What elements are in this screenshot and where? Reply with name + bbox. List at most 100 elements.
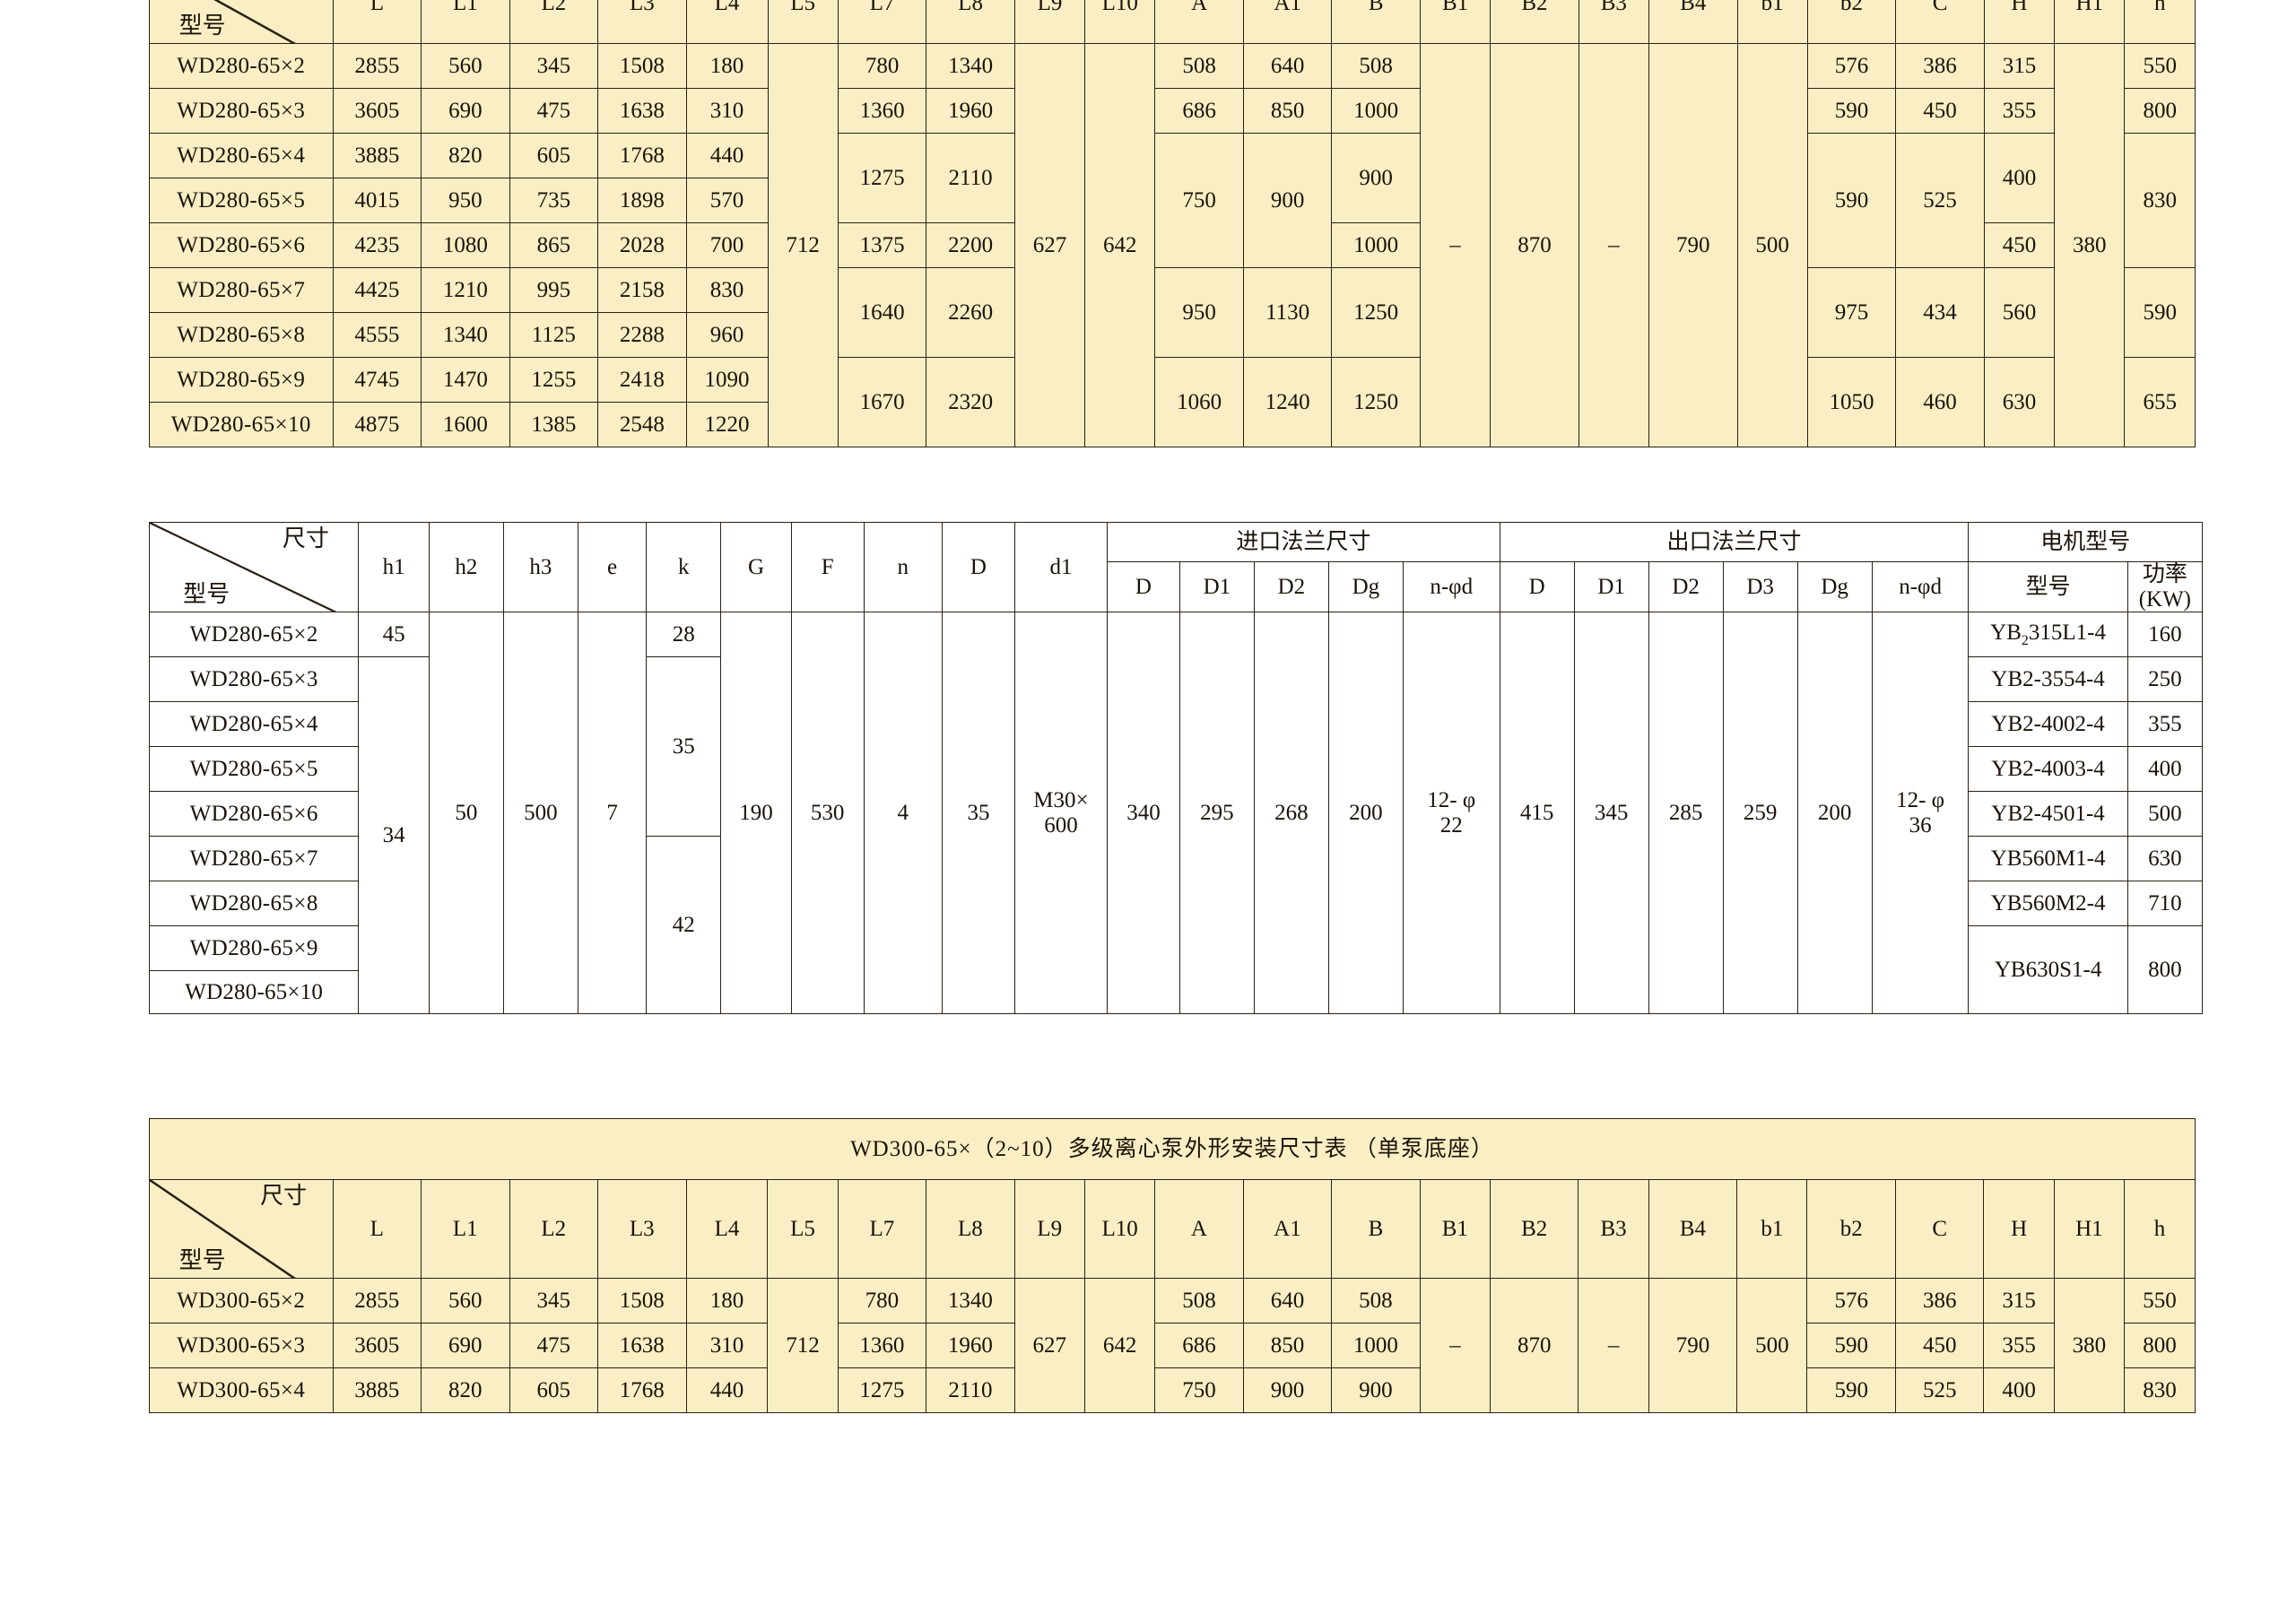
cell-L7: 1360	[837, 1323, 927, 1368]
cell-A1: 850	[1242, 1323, 1333, 1368]
table-row: WD300-65×4 3885 820 605 1768 440 1275 21…	[149, 1367, 2196, 1413]
cell-F: 530	[790, 612, 865, 1014]
table-title: WD300-65×（2~10）多级离心泵外形安装尺寸表 （单泵底座）	[149, 1118, 2196, 1180]
cell-L4: 310	[685, 88, 769, 134]
table-row: WD300-65×2 2855 560 345 1508 180 712 780…	[149, 1278, 2196, 1413]
cell-A: 1060	[1154, 357, 1244, 447]
cell-L1: 820	[421, 133, 510, 178]
col-header-C: C	[1895, 0, 1985, 44]
cell-L2: 345	[509, 1278, 599, 1324]
cell-L2: 1385	[509, 402, 599, 447]
table-row: WD280-65×4 YB2-4002-4 355	[148, 701, 2204, 747]
row-model: WD280-65×5	[149, 178, 334, 223]
cell-L8: 2110	[926, 1367, 1015, 1413]
cell-C: 525	[1895, 133, 1985, 268]
cell-B: 900	[1331, 1367, 1421, 1413]
cell-h: 655	[2124, 357, 2196, 447]
col-header-L7: L7	[837, 1179, 927, 1279]
table-wd300-dimensions: WD300-65×（2~10）多级离心泵外形安装尺寸表 （单泵底座） 尺寸 型号…	[149, 1118, 2196, 1413]
cell-L: 3885	[332, 1367, 422, 1413]
cell-b2: 590	[1806, 88, 1897, 134]
cell-d1: M30× 600	[1013, 612, 1109, 1014]
cell-motor-model: YB2-3554-4	[1968, 656, 2128, 702]
col-header-L9: L9	[1013, 1179, 1085, 1279]
cell-L4: 570	[685, 178, 769, 223]
col-header-motor-type: 型号	[1968, 561, 2128, 612]
col-header-F: F	[790, 522, 865, 612]
cell-H1-merged: 380	[2054, 43, 2126, 447]
cell-C: 525	[1894, 1367, 1985, 1413]
cell-L3: 1638	[597, 88, 687, 134]
cell-motor-model: YB2-4002-4	[1968, 701, 2128, 747]
cell-B2-merged: 870	[1490, 43, 1579, 447]
cell-L9-merged: 627	[1013, 43, 1086, 447]
cell-L2: 865	[509, 222, 599, 268]
cell-B4-merged: 790	[1648, 43, 1738, 447]
col-header-B2: B2	[1490, 0, 1579, 44]
cell-C: 386	[1895, 43, 1985, 89]
col-header-L10: L10	[1084, 0, 1156, 44]
cell-b1-merged: 500	[1736, 1278, 1808, 1413]
col-header-h3: h3	[502, 522, 578, 612]
cell-H: 560	[1983, 267, 2056, 358]
cell-L3: 1768	[597, 133, 687, 178]
cell-L: 4745	[332, 357, 422, 403]
col-header-outlet-D1: D1	[1573, 561, 1649, 612]
cell-L8: 1340	[926, 1278, 1015, 1324]
group-header-inlet-flange: 进口法兰尺寸	[1107, 522, 1500, 562]
cell-motor-model: YB2315L1-4	[1968, 612, 2128, 657]
cell-H1-merged: 380	[2053, 1278, 2126, 1413]
cell-motor-power: 250	[2126, 656, 2204, 702]
cell-B: 1000	[1331, 1323, 1421, 1368]
col-header-L5: L5	[767, 1179, 839, 1279]
row-model: WD300-65×2	[149, 1278, 334, 1324]
cell-A: 950	[1154, 267, 1244, 358]
cell-L2: 345	[509, 43, 599, 89]
cell-outlet-nd-line2: 36	[1909, 812, 1932, 838]
cell-B: 1250	[1331, 357, 1421, 447]
cell-inlet-D1: 295	[1178, 612, 1255, 1014]
cell-L1: 690	[421, 1323, 510, 1368]
col-header-L1: L1	[421, 0, 510, 44]
row-model: WD280-65×10	[148, 970, 360, 1014]
cell-L2: 475	[509, 1323, 599, 1368]
cell-L: 4015	[332, 178, 422, 223]
cell-L2: 605	[509, 1367, 599, 1413]
cell-k-mid: 35	[646, 656, 722, 837]
col-header-inlet-D: D	[1107, 561, 1180, 612]
cell-b2: 576	[1806, 1278, 1896, 1324]
cell-H: 355	[1983, 1323, 2055, 1368]
cell-A1: 640	[1242, 1278, 1333, 1324]
cell-L8: 2200	[926, 222, 1015, 268]
cell-motor-power: 630	[2126, 836, 2204, 881]
cell-L7: 780	[837, 43, 927, 89]
row-model: WD280-65×5	[148, 746, 360, 792]
cell-inlet-nd-line2: 22	[1439, 812, 1463, 838]
cell-A: 508	[1154, 1278, 1244, 1324]
cell-b2: 576	[1806, 43, 1897, 89]
corner-top-label: 尺寸	[282, 525, 329, 551]
col-header-h: h	[2124, 0, 2196, 44]
cell-A: 686	[1154, 1323, 1244, 1368]
cell-L: 3885	[332, 133, 422, 178]
row-model: WD280-65×3	[149, 88, 334, 134]
col-header-L9: L9	[1013, 0, 1086, 44]
col-header-outlet-D: D	[1499, 561, 1575, 612]
cell-e: 7	[577, 612, 648, 1014]
cell-L2: 475	[509, 88, 599, 134]
table-header-row: 尺寸 型号 L L1 L2 L3 L4 L5 L7 L8 L9 L10 A A1…	[149, 0, 2196, 44]
cell-A1: 640	[1242, 43, 1333, 89]
cell-B1-merged: –	[1419, 43, 1492, 447]
row-model: WD280-65×4	[149, 133, 334, 178]
table-row: WD280-65×2 45 50 500 7 28 190 530 4 35 M…	[148, 612, 2204, 1014]
col-header-inlet-nd: n-φd	[1402, 561, 1500, 612]
cell-B3-merged: –	[1578, 43, 1650, 447]
cell-L10-merged: 642	[1084, 43, 1156, 447]
table-row: WD280-65×10 4875 1600 1385 2548 1220	[149, 402, 2196, 447]
cell-d1-line2: 600	[1044, 812, 1078, 838]
cell-A: 508	[1154, 43, 1244, 89]
cell-motor-power: 400	[2126, 746, 2204, 792]
cell-k-first: 28	[646, 612, 722, 657]
motor-model-rest: 315L1-4	[2028, 620, 2107, 645]
motor-power-label-line2: (KW)	[2138, 586, 2192, 612]
